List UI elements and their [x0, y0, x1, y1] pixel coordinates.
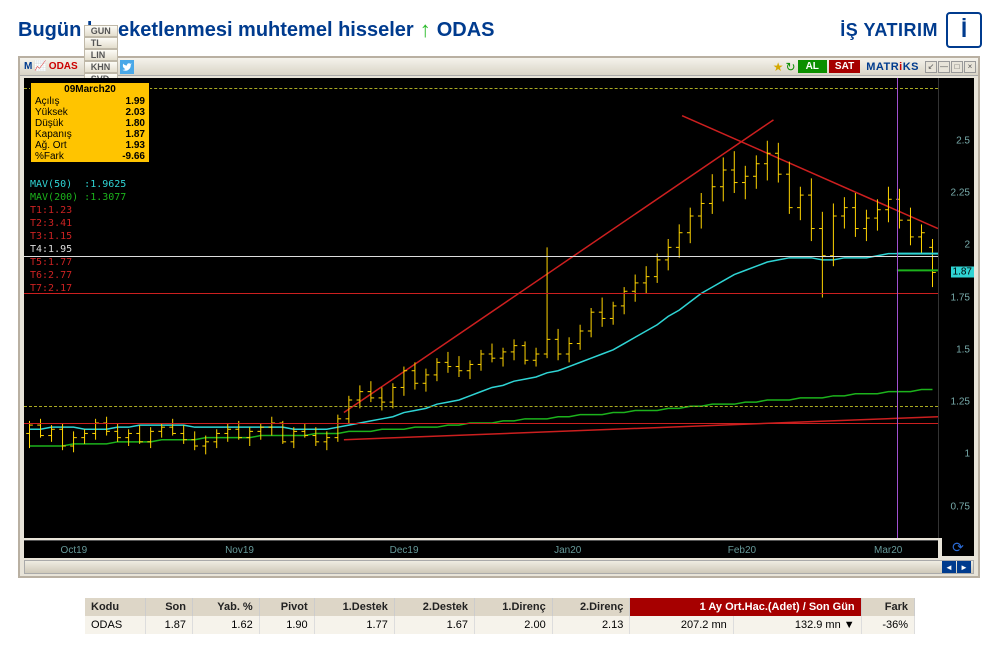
ohlc-date: 09March20 [31, 83, 149, 96]
header-ticker: ODAS [437, 19, 495, 42]
table-cell: 1.62 [193, 616, 260, 634]
table-header: 1 Ay Ort.Hac.(Adet) / Son Gün [630, 598, 861, 616]
matriks-logo: MATRiKS [862, 61, 923, 73]
chart-refresh-corner[interactable]: ⟳ [942, 538, 974, 556]
dashed-line [24, 88, 938, 89]
table-header: Son [145, 598, 192, 616]
indicator-labels: MAV(50) :1.9625MAV(200) :1.3077T1:1.23T2… [30, 178, 126, 295]
y-tick: 2.25 [951, 188, 970, 199]
ohlc-row: Açılış1.99 [31, 96, 149, 107]
ohlc-info-box: 09March20 Açılış1.99Yüksek2.03Düşük1.80K… [30, 82, 150, 163]
scroll-right-icon[interactable]: ► [957, 561, 971, 573]
toolbar-btn-gun[interactable]: GUN [84, 25, 118, 37]
y-axis: 1.87 0.75 1 1.25 1.5 1.75 2 2.25 2.5 [938, 78, 974, 538]
x-tick: Dec19 [390, 545, 419, 556]
refresh-icon[interactable]: ↻ [786, 60, 796, 74]
chart-panel: M📈ODAS GUNTLLINKHNSVDSYMTMP ★ ↻ AL SAT M… [18, 56, 980, 578]
dashed-line [24, 406, 938, 407]
summary-table: KoduSonYab. %Pivot1.Destek2.Destek1.Dire… [85, 598, 915, 634]
window-controls[interactable]: ↙—□× [925, 61, 976, 73]
x-tick: Jan20 [554, 545, 581, 556]
table-cell: 2.13 [552, 616, 630, 634]
page-title: Bugün hareketlenmesi muhtemel hisseler [18, 19, 414, 42]
y-tick: 1.75 [951, 292, 970, 303]
x-tick: Nov19 [225, 545, 254, 556]
y-tick: 2 [964, 240, 970, 251]
table-header: 2.Destek [394, 598, 474, 616]
x-axis: Oct19 Nov19 Dec19 Jan20 Feb20 Mar20 [24, 540, 938, 558]
x-tick: Mar20 [874, 545, 902, 556]
chart-plot[interactable]: 09March20 Açılış1.99Yüksek2.03Düşük1.80K… [24, 78, 938, 538]
y-tick: 1.25 [951, 397, 970, 408]
table-header: Pivot [259, 598, 314, 616]
chart-area[interactable]: 09March20 Açılış1.99Yüksek2.03Düşük1.80K… [24, 78, 974, 538]
ohlc-row: Kapanış1.87 [31, 129, 149, 140]
y-tick: 1.5 [956, 344, 970, 355]
pivot-line [24, 256, 938, 257]
toolbar-symbol[interactable]: M📈ODAS [20, 61, 82, 72]
table-cell: 1.67 [394, 616, 474, 634]
table-header: Yab. % [193, 598, 260, 616]
page-header: Bugün hareketlenmesi muhtemel hisseler ↑… [0, 0, 1000, 56]
table-cell: -36% [861, 616, 914, 634]
y-tick: 1 [964, 449, 970, 460]
scroll-left-icon[interactable]: ◄ [942, 561, 956, 573]
table-header: 1.Destek [314, 598, 394, 616]
y-current-label: 1.87 [951, 267, 974, 278]
table-cell: 1.87 [145, 616, 192, 634]
chart-toolbar: M📈ODAS GUNTLLINKHNSVDSYMTMP ★ ↻ AL SAT M… [20, 58, 978, 76]
y-tick: 2.5 [956, 135, 970, 146]
table-header: Kodu [85, 598, 145, 616]
brand: İŞ YATIRIM İ [840, 12, 982, 48]
ohlc-row: %Fark-9.66 [31, 151, 149, 162]
star-icon[interactable]: ★ [773, 60, 784, 74]
buy-button[interactable]: AL [798, 60, 827, 73]
brand-logo-icon: İ [946, 12, 982, 48]
table-header: Fark [861, 598, 914, 616]
table-cell: ODAS [85, 616, 145, 634]
table-cell: 132.9 mn ▼ [733, 616, 861, 634]
table-header: 2.Direnç [552, 598, 630, 616]
table-header: 1.Direnç [475, 598, 553, 616]
ohlc-row: Ağ. Ort1.93 [31, 140, 149, 151]
twitter-icon[interactable] [120, 60, 134, 74]
up-arrow-icon: ↑ [420, 17, 431, 43]
y-tick: 0.75 [951, 501, 970, 512]
ohlc-row: Düşük1.80 [31, 118, 149, 129]
toolbar-btn-lin[interactable]: LIN [84, 49, 118, 61]
sell-button[interactable]: SAT [829, 60, 860, 73]
table-cell: 1.90 [259, 616, 314, 634]
chart-svg [24, 78, 938, 538]
chart-scrollbar[interactable]: ◄► [24, 560, 974, 574]
table-cell: 1.77 [314, 616, 394, 634]
x-tick: Feb20 [728, 545, 756, 556]
cursor-vline [897, 78, 898, 538]
support-line [24, 423, 938, 424]
toolbar-btn-tl[interactable]: TL [84, 37, 118, 49]
table-cell: 2.00 [475, 616, 553, 634]
x-tick: Oct19 [61, 545, 88, 556]
brand-text: İŞ YATIRIM [840, 20, 938, 41]
toolbar-btn-khn[interactable]: KHN [84, 61, 118, 73]
support-line [24, 293, 938, 294]
table-cell: 207.2 mn [630, 616, 733, 634]
ohlc-row: Yüksek2.03 [31, 107, 149, 118]
